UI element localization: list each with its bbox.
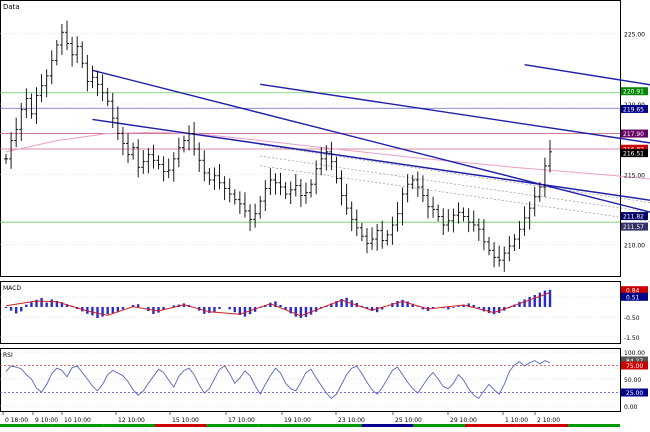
x-tick-label: 0 18:00 — [5, 417, 28, 424]
timeline-segment — [206, 424, 259, 427]
timeline-segment — [310, 424, 362, 427]
price-tag-box — [621, 149, 648, 158]
rsi-tick-label: 100.00 — [624, 350, 645, 357]
timeline-segment — [103, 424, 155, 427]
x-tick-label: 9 10:00 — [35, 417, 58, 424]
rsi-line — [5, 360, 551, 400]
macd-panel: MACD 0.50-0.50-1.50 0.840.51 — [0, 281, 648, 344]
rsi-tick-label: 0.00 — [624, 404, 638, 411]
rsi-tag-label: 84.27 — [626, 358, 643, 365]
x-tick-label: 29 10:00 — [450, 417, 477, 424]
timeline-segment — [0, 424, 52, 427]
timeline-segment — [51, 424, 104, 427]
price-tag-label: 217.90 — [623, 131, 644, 138]
macd-tick-label: -0.50 — [624, 315, 640, 322]
timeline-segment — [465, 424, 517, 427]
x-tick-label: 25 10:00 — [395, 417, 422, 424]
price-frame — [0, 0, 621, 277]
channel-line — [92, 69, 650, 213]
rsi-tick-label: 50.00 — [624, 377, 641, 384]
x-tick-label: 15 10:00 — [172, 417, 199, 424]
macd-tag-label: 0.51 — [626, 294, 640, 301]
macd-tag-box — [621, 292, 648, 301]
timeline-segment — [155, 424, 207, 427]
price-tag-box — [621, 144, 648, 153]
price-tag-label: 211.82 — [623, 214, 644, 221]
x-tick-label: 12 10:00 — [118, 417, 145, 424]
price-tag-box — [621, 222, 648, 231]
price-tag-box — [621, 87, 648, 96]
price-tag-label: 211.57 — [623, 224, 644, 231]
timeline-segment — [516, 424, 569, 427]
channel-line — [524, 63, 650, 86]
moving-average-line — [5, 131, 650, 180]
price-tag-label: 219.65 — [623, 106, 644, 113]
timeline-segment — [568, 424, 620, 427]
timeline-segment — [413, 424, 465, 427]
rsi-tag-box — [621, 361, 648, 370]
macd-panel-title: MACD — [3, 285, 21, 292]
macd-tag-box — [621, 286, 648, 295]
rsi-frame — [0, 348, 621, 412]
rsi-tag-label: 25.00 — [626, 390, 643, 397]
rsi-tag-box — [621, 388, 648, 397]
x-tick-label: 10 10:00 — [64, 417, 91, 424]
timeline-segment — [361, 424, 414, 427]
x-tick-label: 2 10:00 — [537, 417, 560, 424]
timeline-segment — [258, 424, 310, 427]
channel-line — [260, 83, 650, 144]
price-tag-label: 220.91 — [623, 89, 644, 96]
x-tick-label: 1 10:00 — [505, 417, 528, 424]
macd-tag-label: 0.84 — [626, 288, 640, 295]
price-tick-label: 210.00 — [624, 243, 645, 250]
rsi-tag-label: 75.00 — [626, 363, 643, 370]
rsi-tag-box — [621, 356, 648, 365]
price-tag-box — [621, 104, 648, 113]
price-tick-label: 225.00 — [624, 32, 645, 39]
x-tick-label: 23 10:00 — [338, 417, 365, 424]
price-tag-label: 216.51 — [623, 151, 644, 158]
macd-signal-line — [5, 292, 551, 317]
time-axis: 0 18:00 9 10:00 10 10:00 12 10:00 15 10:00 17… — [0, 411, 620, 427]
price-panel-title: Data — [3, 3, 20, 11]
macd-tick-label: -1.50 — [624, 335, 640, 342]
channel-line — [92, 118, 650, 201]
price-tag-box — [621, 212, 648, 221]
x-tick-label: 19 10:00 — [284, 417, 311, 424]
price-tick-label: 215.00 — [624, 172, 645, 179]
x-tick-label: 17 10:00 — [228, 417, 255, 424]
price-tag-box — [621, 129, 648, 138]
rsi-panel-title: RSI — [3, 352, 13, 359]
